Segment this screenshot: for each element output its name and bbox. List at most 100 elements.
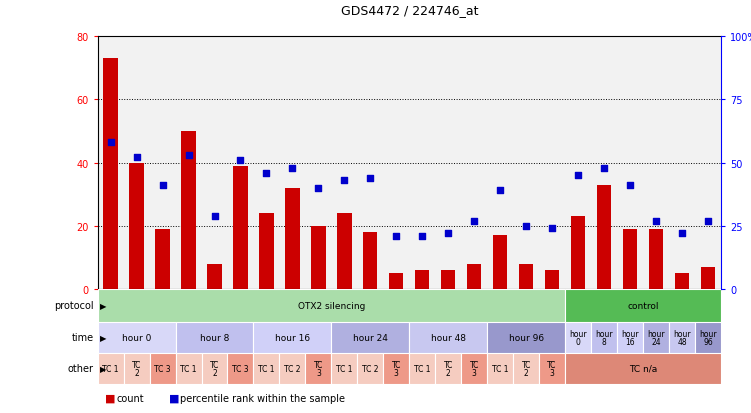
Text: TC 2: TC 2 bbox=[362, 364, 379, 373]
Bar bbox=[493, 235, 508, 289]
Bar bbox=[363, 233, 378, 289]
Bar bbox=[649, 229, 663, 289]
Text: ▶: ▶ bbox=[100, 364, 107, 373]
Text: TC
3: TC 3 bbox=[469, 360, 479, 377]
Point bbox=[416, 233, 428, 240]
Bar bbox=[124, 353, 149, 384]
Text: TC 1: TC 1 bbox=[102, 364, 119, 373]
Text: other: other bbox=[68, 363, 94, 374]
Point bbox=[494, 188, 506, 194]
Bar bbox=[285, 188, 300, 289]
Text: TC 1: TC 1 bbox=[180, 364, 197, 373]
Point bbox=[339, 178, 351, 184]
Bar bbox=[331, 322, 409, 353]
Point bbox=[104, 140, 116, 146]
Point bbox=[546, 225, 558, 232]
Bar bbox=[565, 353, 721, 384]
Bar bbox=[155, 229, 170, 289]
Bar bbox=[623, 229, 637, 289]
Text: TC 1: TC 1 bbox=[258, 364, 275, 373]
Bar bbox=[279, 353, 306, 384]
Bar bbox=[389, 273, 403, 289]
Bar bbox=[98, 322, 176, 353]
Bar bbox=[643, 322, 669, 353]
Text: TC n/a: TC n/a bbox=[629, 364, 657, 373]
Bar bbox=[436, 353, 461, 384]
Text: TC 1: TC 1 bbox=[492, 364, 508, 373]
Bar bbox=[253, 322, 331, 353]
Point bbox=[520, 223, 532, 230]
Bar bbox=[591, 322, 617, 353]
Bar bbox=[182, 132, 196, 289]
Bar bbox=[597, 185, 611, 289]
Text: hour
8: hour 8 bbox=[596, 329, 613, 346]
Bar bbox=[695, 322, 721, 353]
Text: TC 3: TC 3 bbox=[154, 364, 171, 373]
Bar bbox=[539, 353, 565, 384]
Bar bbox=[701, 267, 715, 289]
Text: hour
0: hour 0 bbox=[569, 329, 587, 346]
Bar bbox=[467, 264, 481, 289]
Bar bbox=[253, 353, 279, 384]
Point bbox=[131, 155, 143, 161]
Bar bbox=[337, 214, 351, 289]
Bar bbox=[176, 322, 253, 353]
Bar bbox=[461, 353, 487, 384]
Bar bbox=[149, 353, 176, 384]
Text: TC
2: TC 2 bbox=[210, 360, 219, 377]
Text: TC 1: TC 1 bbox=[336, 364, 353, 373]
Bar bbox=[331, 353, 357, 384]
Text: protocol: protocol bbox=[54, 301, 94, 311]
Text: hour 8: hour 8 bbox=[200, 333, 229, 342]
Text: hour 24: hour 24 bbox=[353, 333, 388, 342]
Text: TC 3: TC 3 bbox=[232, 364, 249, 373]
Point bbox=[676, 230, 688, 237]
Text: hour
96: hour 96 bbox=[699, 329, 716, 346]
Point bbox=[312, 185, 324, 192]
Text: TC
3: TC 3 bbox=[314, 360, 323, 377]
Bar bbox=[383, 353, 409, 384]
Bar bbox=[98, 353, 124, 384]
Bar bbox=[306, 353, 331, 384]
Point bbox=[442, 230, 454, 237]
Bar bbox=[104, 59, 118, 289]
Bar bbox=[675, 273, 689, 289]
Bar bbox=[513, 353, 539, 384]
Bar bbox=[545, 270, 559, 289]
Bar bbox=[234, 166, 248, 289]
Text: TC 2: TC 2 bbox=[284, 364, 300, 373]
Text: TC 1: TC 1 bbox=[414, 364, 430, 373]
Bar bbox=[259, 214, 273, 289]
Point bbox=[572, 173, 584, 179]
Point bbox=[182, 152, 195, 159]
Point bbox=[391, 233, 403, 240]
Point bbox=[234, 157, 246, 164]
Text: hour
24: hour 24 bbox=[647, 329, 665, 346]
Text: TC
3: TC 3 bbox=[547, 360, 556, 377]
Bar bbox=[519, 264, 533, 289]
Bar bbox=[487, 322, 565, 353]
Text: ■: ■ bbox=[169, 393, 179, 403]
Text: control: control bbox=[627, 301, 659, 310]
Text: hour 16: hour 16 bbox=[275, 333, 310, 342]
Bar bbox=[228, 353, 253, 384]
Bar bbox=[415, 270, 430, 289]
Text: ▶: ▶ bbox=[100, 301, 107, 310]
Bar bbox=[201, 353, 228, 384]
Point bbox=[702, 218, 714, 224]
Bar bbox=[441, 270, 455, 289]
Bar bbox=[357, 353, 383, 384]
Point bbox=[624, 183, 636, 189]
Text: ■: ■ bbox=[105, 393, 116, 403]
Text: hour 48: hour 48 bbox=[431, 333, 466, 342]
Text: percentile rank within the sample: percentile rank within the sample bbox=[180, 393, 345, 403]
Text: TC
3: TC 3 bbox=[391, 360, 401, 377]
Bar bbox=[129, 163, 143, 289]
Point bbox=[468, 218, 480, 224]
Text: hour 0: hour 0 bbox=[122, 333, 151, 342]
Point bbox=[261, 170, 273, 176]
Point bbox=[650, 218, 662, 224]
Text: TC
2: TC 2 bbox=[132, 360, 141, 377]
Bar bbox=[565, 322, 591, 353]
Bar bbox=[98, 289, 565, 322]
